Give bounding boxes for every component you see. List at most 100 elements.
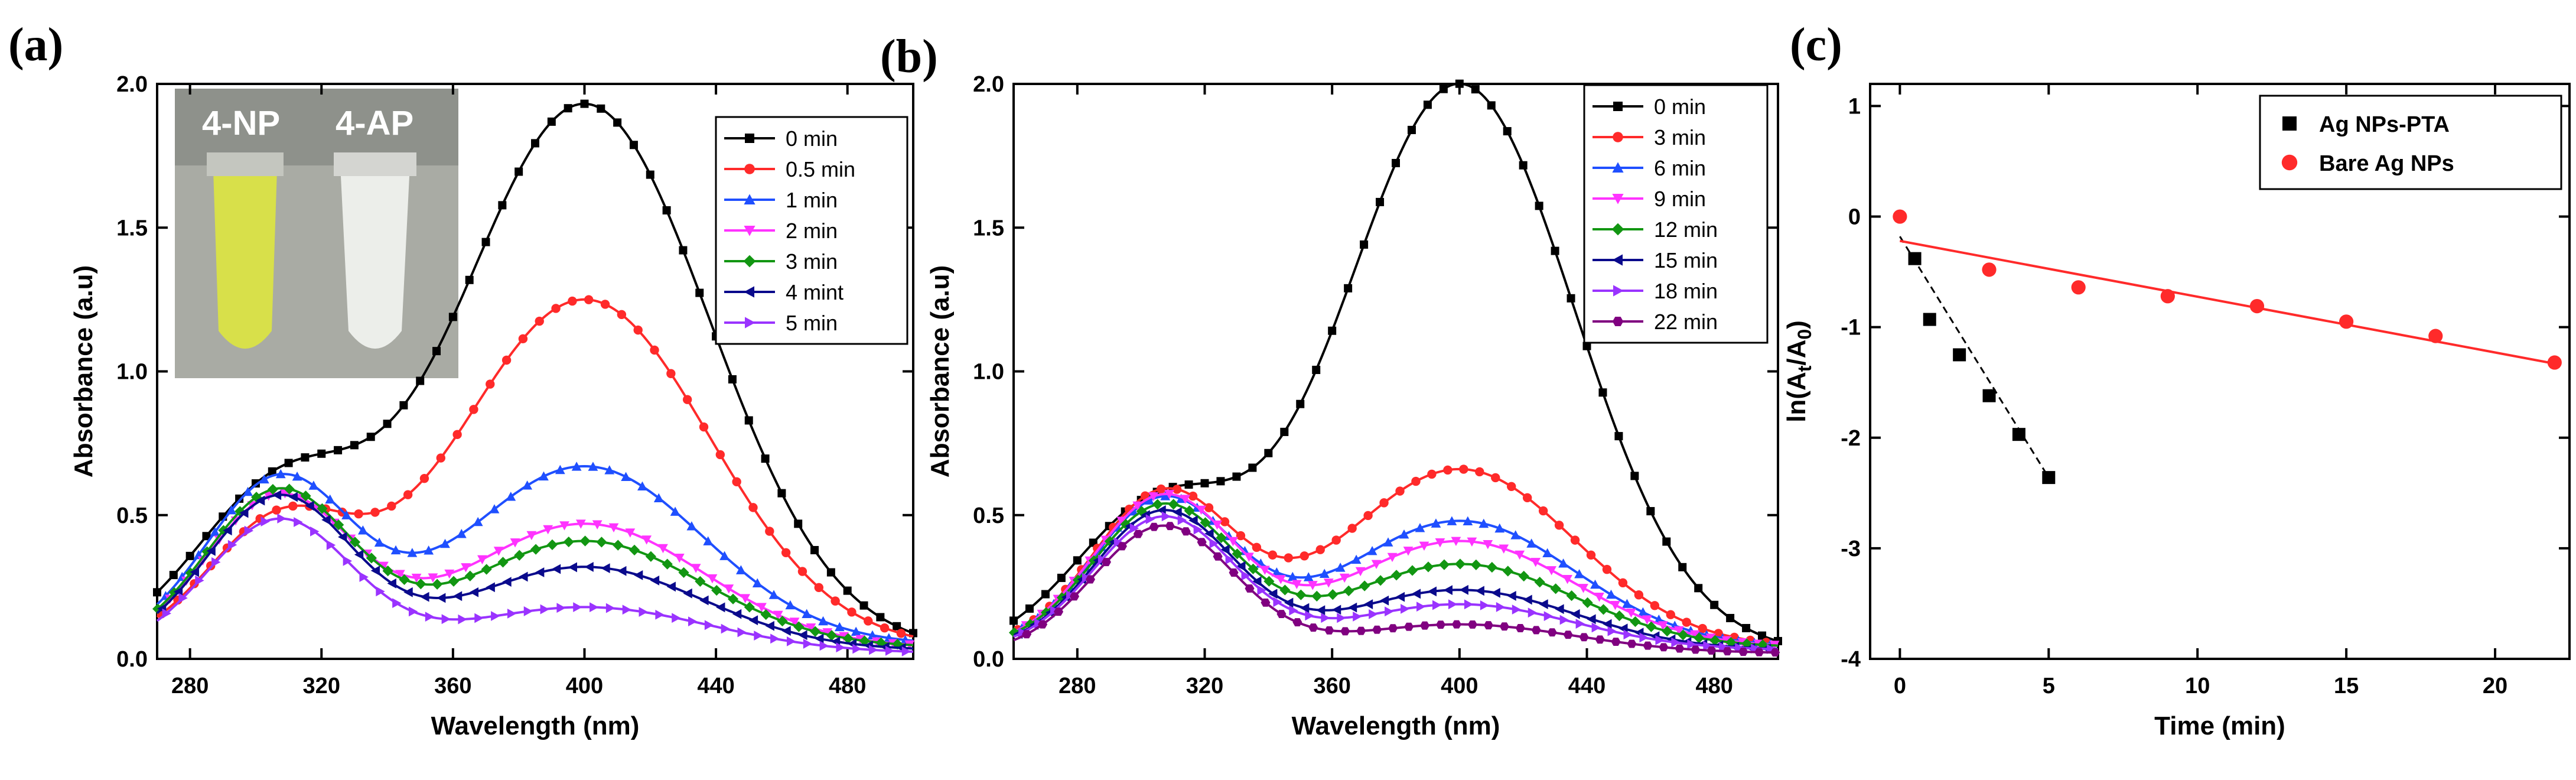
data-point bbox=[1241, 570, 1250, 581]
data-point bbox=[797, 567, 807, 576]
data-point bbox=[239, 508, 249, 518]
data-point bbox=[1726, 613, 1735, 622]
data-point bbox=[1295, 589, 1307, 600]
data-point bbox=[699, 595, 709, 606]
data-point bbox=[349, 537, 361, 548]
data-point bbox=[628, 544, 640, 555]
data-point bbox=[1614, 610, 1625, 622]
y-tick-label: -1 bbox=[1841, 316, 1861, 340]
data-point bbox=[752, 578, 763, 587]
data-point bbox=[1528, 607, 1538, 618]
data-point bbox=[1953, 348, 1966, 362]
data-point bbox=[1073, 556, 1082, 565]
data-point bbox=[432, 347, 441, 356]
data-point bbox=[1009, 616, 1018, 625]
data-point bbox=[387, 578, 396, 589]
data-point bbox=[507, 608, 517, 619]
data-point bbox=[403, 587, 413, 597]
data-point bbox=[596, 537, 607, 548]
data-point bbox=[1598, 388, 1607, 397]
data-point bbox=[1611, 638, 1621, 646]
data-point bbox=[728, 375, 737, 384]
data-point bbox=[768, 590, 779, 599]
data-point bbox=[1710, 600, 1719, 609]
data-point bbox=[1149, 522, 1159, 531]
data-point bbox=[1494, 523, 1505, 533]
data-point bbox=[789, 618, 800, 627]
series-Bare-Ag-NPs bbox=[1893, 209, 2562, 370]
legend-label: 6 min bbox=[1654, 156, 1706, 180]
data-point bbox=[584, 562, 594, 572]
data-point bbox=[613, 540, 624, 551]
data-point bbox=[366, 552, 377, 564]
data-point bbox=[469, 405, 478, 414]
data-point bbox=[1363, 511, 1373, 521]
data-point bbox=[1610, 600, 1620, 610]
data-point bbox=[666, 581, 676, 592]
data-point bbox=[432, 578, 443, 590]
data-point bbox=[390, 545, 401, 555]
data-point bbox=[1284, 553, 1294, 563]
data-point bbox=[243, 486, 253, 496]
data-point bbox=[1296, 399, 1305, 408]
data-point bbox=[1637, 607, 1648, 617]
data-point bbox=[592, 520, 603, 529]
data-point bbox=[1687, 639, 1696, 649]
data-point bbox=[1038, 620, 1048, 629]
data-point bbox=[847, 607, 857, 617]
data-point bbox=[674, 553, 685, 563]
data-point bbox=[2339, 314, 2354, 329]
data-point bbox=[211, 557, 221, 567]
data-point bbox=[1543, 611, 1554, 622]
data-point bbox=[1339, 573, 1350, 583]
series-line bbox=[1013, 515, 1779, 651]
series-line bbox=[156, 517, 914, 653]
data-point bbox=[1363, 599, 1373, 609]
data-point bbox=[1618, 578, 1628, 587]
data-point bbox=[1308, 623, 1318, 632]
data-point bbox=[1478, 518, 1489, 528]
data-point bbox=[1662, 626, 1673, 637]
data-point bbox=[1467, 620, 1477, 629]
data-point bbox=[678, 567, 689, 578]
data-point bbox=[1567, 294, 1575, 303]
legend-label: 9 min bbox=[1654, 187, 1706, 211]
legend-entry: 1 min bbox=[724, 188, 838, 212]
data-point bbox=[1691, 645, 1701, 654]
data-point bbox=[292, 471, 302, 481]
data-point bbox=[1578, 584, 1588, 593]
data-point bbox=[1025, 604, 1034, 613]
y-tick-label: 0.5 bbox=[116, 503, 148, 528]
data-point bbox=[876, 613, 885, 622]
data-point bbox=[727, 593, 739, 604]
data-point bbox=[1101, 558, 1111, 567]
data-point bbox=[737, 627, 747, 638]
data-point bbox=[1399, 529, 1409, 539]
data-point bbox=[1555, 604, 1564, 615]
data-point bbox=[226, 505, 237, 515]
data-point bbox=[1200, 517, 1211, 528]
data-point bbox=[641, 535, 652, 545]
data-point bbox=[715, 450, 725, 460]
data-point bbox=[822, 628, 833, 638]
data-point bbox=[1337, 613, 1346, 623]
data-point bbox=[1547, 628, 1557, 637]
data-point bbox=[1614, 432, 1623, 441]
series-3-min bbox=[152, 483, 914, 650]
data-point bbox=[859, 601, 868, 610]
data-point bbox=[284, 483, 295, 495]
data-point bbox=[1401, 603, 1410, 614]
data-point bbox=[1331, 604, 1341, 615]
legend-label: 12 min bbox=[1654, 217, 1718, 242]
data-point bbox=[272, 505, 281, 515]
data-point bbox=[818, 616, 828, 626]
data-point bbox=[1280, 427, 1289, 436]
legend-entry: 2 min bbox=[724, 219, 838, 243]
legend-entry: 3 min bbox=[1593, 125, 1706, 150]
data-point bbox=[1714, 629, 1723, 638]
y-tick-label: 1.0 bbox=[116, 360, 148, 385]
data-point bbox=[1359, 580, 1370, 592]
data-point bbox=[719, 551, 730, 560]
data-point bbox=[1216, 532, 1227, 544]
y-tick-label: 2.0 bbox=[973, 72, 1004, 97]
